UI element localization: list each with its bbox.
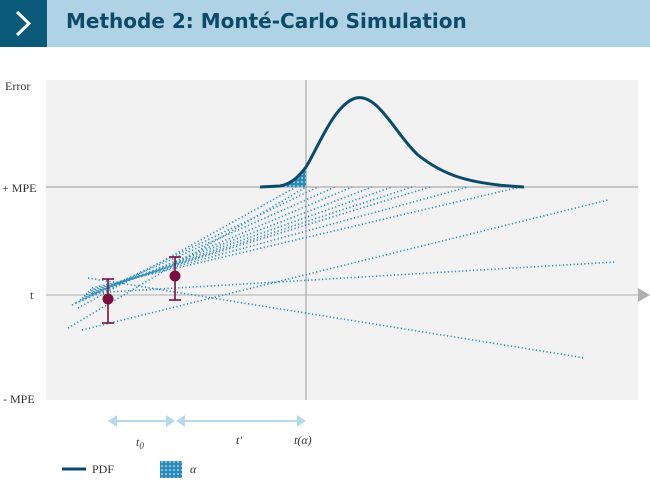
alpha-area [285, 166, 306, 187]
chevron-right-icon [15, 10, 32, 37]
monte-carlo-diagram: Error + MPE t - MPE [2, 79, 650, 478]
arrow-left-icon [176, 415, 185, 427]
label-t0: t0 [136, 435, 144, 451]
simulation-line [87, 277, 586, 359]
label-t-alpha: t(α) [294, 433, 312, 447]
simulation-lines [67, 186, 616, 359]
y-label-t: t [30, 288, 34, 302]
simulation-line [75, 186, 353, 304]
arrow-left-icon [108, 415, 117, 427]
simulation-line [91, 186, 521, 289]
measurement-point-t0 [102, 278, 114, 324]
simulation-line [71, 186, 319, 306]
page-title: Methode 2: Monté-Carlo Simulation [66, 9, 467, 33]
y-label-error: Error [5, 79, 30, 93]
interval-arrows [108, 415, 306, 427]
legend-alpha-label: α [190, 462, 197, 476]
simulation-line [81, 199, 609, 331]
simulation-line [91, 261, 616, 294]
label-t-prime: t' [236, 433, 242, 447]
arrow-right-icon [297, 415, 306, 427]
pdf-curve [259, 96, 525, 189]
y-label-minus-mpe: - MPE [3, 392, 35, 406]
measurement-point-t1 [169, 256, 181, 301]
legend-pdf-label: PDF [92, 462, 114, 476]
legend-alpha-swatch [160, 461, 182, 478]
arrow-right-icon [166, 415, 175, 427]
simulation-line [81, 186, 373, 299]
x-axis-arrow-icon [638, 288, 650, 302]
header-chevron-box [0, 0, 47, 47]
simulation-line [67, 186, 307, 329]
plot-area [46, 80, 638, 400]
header-bar: Methode 2: Monté-Carlo Simulation [0, 0, 650, 47]
y-label-plus-mpe: + MPE [2, 181, 36, 195]
simulation-line [89, 186, 469, 291]
